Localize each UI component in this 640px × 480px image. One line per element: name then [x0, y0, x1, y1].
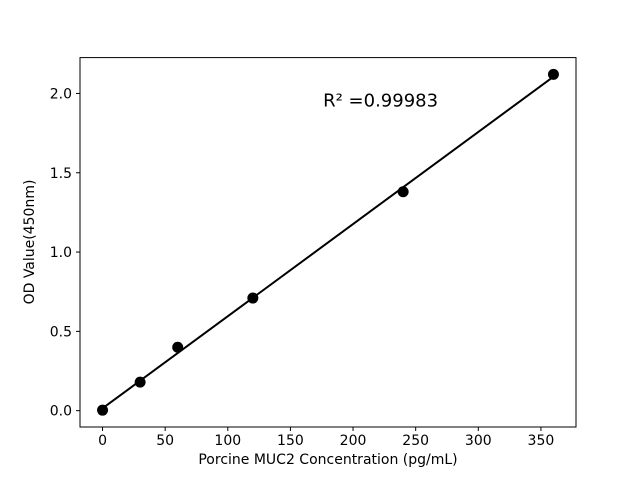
x-tick-label: 350	[528, 433, 555, 449]
y-tick-label: 1.5	[50, 166, 72, 182]
x-tick-label: 100	[214, 433, 241, 449]
data-point	[397, 186, 409, 198]
x-tick-label: 150	[277, 433, 304, 449]
x-tick-label: 250	[402, 433, 429, 449]
data-point	[547, 68, 559, 80]
y-tick-label: 0.5	[50, 324, 72, 340]
data-point	[97, 404, 109, 416]
x-tick-label: 50	[156, 433, 174, 449]
data-point	[134, 376, 146, 388]
y-tick-label: 2.0	[50, 86, 72, 102]
x-axis-label: Porcine MUC2 Concentration (pg/mL)	[198, 452, 458, 468]
y-axis-label: OD Value(450nm)	[22, 179, 38, 305]
x-tick-label: 300	[465, 433, 492, 449]
plot-frame	[79, 57, 577, 428]
y-tick-label: 1.0	[50, 245, 72, 261]
r-squared-annotation: R² =0.99983	[323, 90, 439, 112]
x-tick-label: 0	[98, 433, 107, 449]
x-tick-label: 200	[340, 433, 367, 449]
trend-line	[101, 75, 555, 410]
data-point	[247, 292, 259, 304]
y-tick-label: 0.0	[50, 404, 72, 420]
data-point	[172, 341, 184, 353]
